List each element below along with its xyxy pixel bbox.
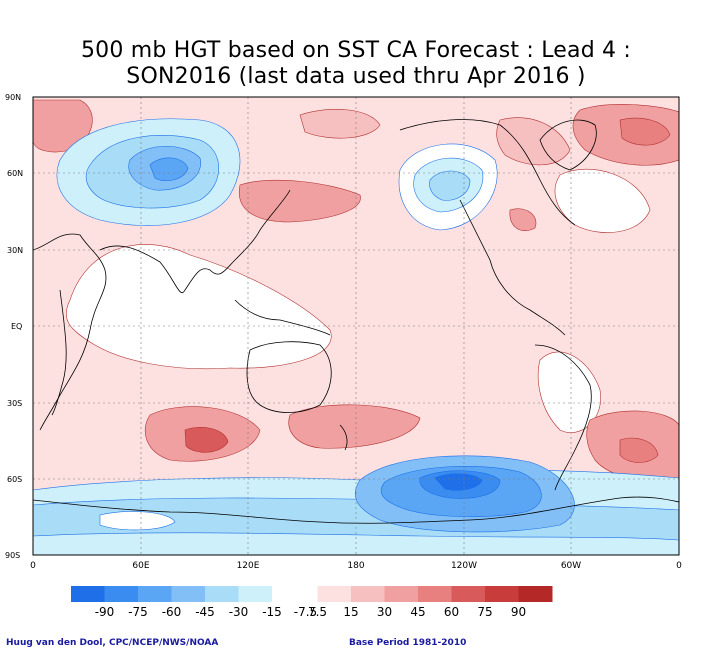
colorbar-swatch bbox=[138, 586, 172, 602]
lon-label: 0 bbox=[676, 561, 682, 571]
colorbar-swatch bbox=[71, 586, 105, 602]
title-line-1: 500 mb HGT based on SST CA Forecast : Le… bbox=[80, 38, 632, 63]
graticule bbox=[33, 97, 679, 555]
longitude-labels: 0 60E 120E 180 120W 60W 0 bbox=[30, 561, 682, 571]
neutral-region-north-atlantic bbox=[554, 168, 651, 233]
colorbar-label: 30 bbox=[377, 605, 392, 619]
colorbar-label: 7.5 bbox=[308, 605, 327, 619]
positive-anomaly-patch bbox=[299, 109, 381, 139]
colorbar-swatch bbox=[451, 586, 486, 602]
colorbar-label: 15 bbox=[343, 605, 358, 619]
colorbar-swatch bbox=[485, 586, 519, 602]
positive-anomaly-patch bbox=[509, 208, 537, 231]
footer-credit: Huug van den Dool, CPC/NCEP/NWS/NOAA bbox=[6, 638, 219, 648]
lat-label: 30S bbox=[7, 399, 22, 408]
lon-label: 0 bbox=[30, 561, 36, 571]
positive-anomaly-patch bbox=[619, 117, 671, 146]
coastline-north-america bbox=[459, 199, 566, 336]
coastline-asia bbox=[99, 189, 291, 293]
colorbar-swatch bbox=[104, 586, 139, 602]
colorbar-label: -15 bbox=[262, 605, 282, 619]
coastline-indonesia bbox=[234, 299, 331, 336]
positive-anomaly-patch bbox=[496, 117, 571, 166]
positive-anomaly-patch bbox=[238, 179, 361, 223]
colorbar-label: 90 bbox=[511, 605, 526, 619]
lat-label: 30N bbox=[7, 246, 23, 255]
colorbar-label: -75 bbox=[128, 605, 148, 619]
coastline-antarctica bbox=[33, 496, 679, 524]
colorbar-swatch bbox=[518, 586, 553, 602]
lon-label: 120W bbox=[451, 561, 477, 571]
negative-anomaly-south-pacific bbox=[434, 473, 483, 491]
lon-label: 180 bbox=[347, 561, 364, 571]
coastlines bbox=[33, 119, 679, 524]
negative-anomaly-north-pacific bbox=[429, 170, 471, 201]
colorbar: -90 -75 -60 -45 -30 -15 -7.57.5 15 30 45 60 75 90 bbox=[71, 586, 553, 619]
neutral-region-indian-ocean bbox=[65, 244, 332, 370]
lon-label: 60E bbox=[132, 561, 149, 571]
lat-label: 60N bbox=[7, 169, 23, 178]
lon-label: 120E bbox=[237, 561, 260, 571]
lat-label: EQ bbox=[11, 322, 22, 331]
lat-label: 60S bbox=[7, 475, 22, 484]
colorbar-swatch bbox=[205, 586, 239, 602]
lat-label: 90N bbox=[5, 93, 21, 102]
colorbar-label: -60 bbox=[162, 605, 182, 619]
coastline-australia bbox=[246, 341, 332, 413]
colorbar-swatch bbox=[384, 586, 419, 602]
coastline-south-america bbox=[534, 344, 592, 491]
positive-anomaly-patch bbox=[619, 437, 659, 463]
colorbar-label: -90 bbox=[95, 605, 115, 619]
colorbar-label: 45 bbox=[410, 605, 425, 619]
map-frame bbox=[32, 96, 680, 556]
colorbar-swatch bbox=[171, 586, 206, 602]
neutral-region-southern-ocean bbox=[99, 511, 176, 531]
coastline-north-america-north bbox=[399, 119, 576, 226]
colorbar-swatch bbox=[238, 586, 273, 602]
colorbar-label: 75 bbox=[477, 605, 492, 619]
latitude-labels: 90N 60N 30N EQ 30S 60S 90S bbox=[5, 93, 23, 560]
lon-label: 60W bbox=[561, 561, 581, 571]
colorbar-swatch bbox=[317, 586, 352, 602]
lat-label: 90S bbox=[5, 551, 20, 560]
positive-anomaly-patch bbox=[184, 427, 229, 453]
colorbar-swatch bbox=[351, 586, 385, 602]
footer-base-period: Base Period 1981-2010 bbox=[349, 638, 467, 648]
colorbar-label: 60 bbox=[444, 605, 459, 619]
coastline-new-zealand bbox=[339, 424, 348, 451]
colorbar-label: -45 bbox=[195, 605, 215, 619]
coastline-africa bbox=[51, 289, 67, 416]
colorbar-label: -7.5 bbox=[294, 605, 317, 619]
anomaly-field bbox=[33, 97, 679, 555]
positive-anomaly-patch bbox=[288, 404, 421, 449]
negative-anomaly-siberia bbox=[149, 157, 189, 181]
colorbar-swatch bbox=[272, 586, 306, 602]
colorbar-swatch bbox=[418, 586, 452, 602]
title-line-2: SON2016 (last data used thru Apr 2016 ) bbox=[126, 64, 586, 89]
colorbar-label: -30 bbox=[229, 605, 249, 619]
coastline-greenland bbox=[539, 119, 597, 171]
